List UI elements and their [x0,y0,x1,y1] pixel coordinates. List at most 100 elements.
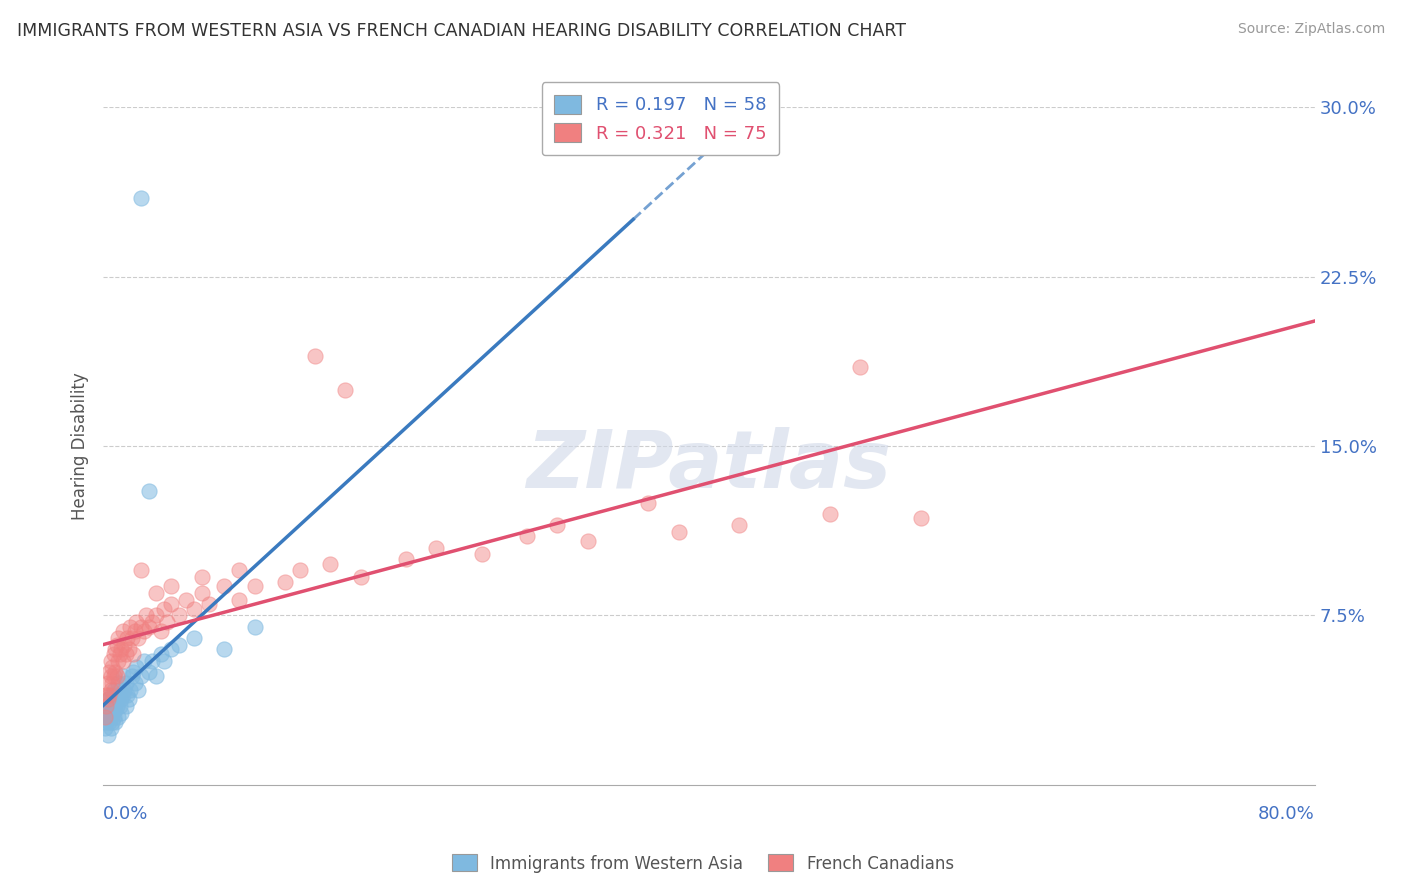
Point [104,703,127,717]
Point [101,660,124,674]
Point [105,638,128,652]
Point [160,579,183,593]
Point [668,524,690,539]
Point [98,703,121,717]
Point [112,638,135,652]
Point [104,714,127,729]
Point [100,698,122,713]
Point [110,692,132,706]
Point [395,552,418,566]
Point [98,714,121,729]
Point [108,698,131,713]
Point [105,698,128,713]
Point [101,692,124,706]
Point [100,669,122,683]
Point [107,710,129,724]
Point [112,683,135,698]
Point [132,624,155,639]
Point [156,615,179,630]
Point [96,714,118,729]
Point [115,647,138,661]
Point [145,608,167,623]
Point [107,631,129,645]
Point [349,570,371,584]
Point [103,683,125,698]
Point [274,574,297,589]
Point [167,638,190,652]
Point [214,579,236,593]
Point [198,597,221,611]
Point [288,563,311,577]
Point [149,647,172,661]
Point [127,631,149,645]
Point [100,654,122,668]
Point [516,529,538,543]
Point [127,683,149,698]
Point [118,692,141,706]
Point [101,706,124,720]
Point [103,710,125,724]
Point [120,683,142,698]
Point [138,665,160,679]
Point [228,563,250,577]
Point [121,631,143,645]
Point [100,688,122,702]
Point [132,654,155,668]
Point [96,706,118,720]
Point [176,592,198,607]
Point [124,676,146,690]
Point [117,631,139,645]
Point [818,507,841,521]
Point [108,683,131,698]
Point [910,511,932,525]
Point [304,349,326,363]
Point [96,698,118,713]
Point [111,624,134,639]
Point [135,608,157,623]
Point [228,592,250,607]
Point [125,615,148,630]
Point [110,642,132,657]
Point [108,647,131,661]
Point [160,642,183,657]
Point [98,665,121,679]
Point [93,710,115,724]
Point [105,669,128,683]
Point [129,563,152,577]
Point [167,608,190,623]
Point [118,642,141,657]
Text: 80.0%: 80.0% [1258,805,1315,823]
Point [103,647,125,661]
Point [98,692,121,706]
Point [105,688,128,702]
Point [124,624,146,639]
Point [129,190,152,204]
Point [97,710,120,724]
Point [149,624,172,639]
Point [97,676,120,690]
Point [115,676,138,690]
Text: ZIPatlas: ZIPatlas [526,427,891,506]
Point [152,601,174,615]
Point [110,706,132,720]
Point [129,620,152,634]
Point [138,484,160,499]
Point [104,692,127,706]
Point [115,698,138,713]
Point [183,631,205,645]
Text: IMMIGRANTS FROM WESTERN ASIA VS FRENCH CANADIAN HEARING DISABILITY CORRELATION C: IMMIGRANTS FROM WESTERN ASIA VS FRENCH C… [17,22,905,40]
Point [190,570,212,584]
Point [111,654,134,668]
Point [120,620,142,634]
Point [129,669,152,683]
Point [96,688,118,702]
Point [101,714,124,729]
Point [104,642,127,657]
Point [190,586,212,600]
Point [141,615,163,630]
Point [111,669,134,683]
Point [125,660,148,674]
Point [183,601,205,615]
Point [104,665,127,679]
Point [335,383,357,397]
